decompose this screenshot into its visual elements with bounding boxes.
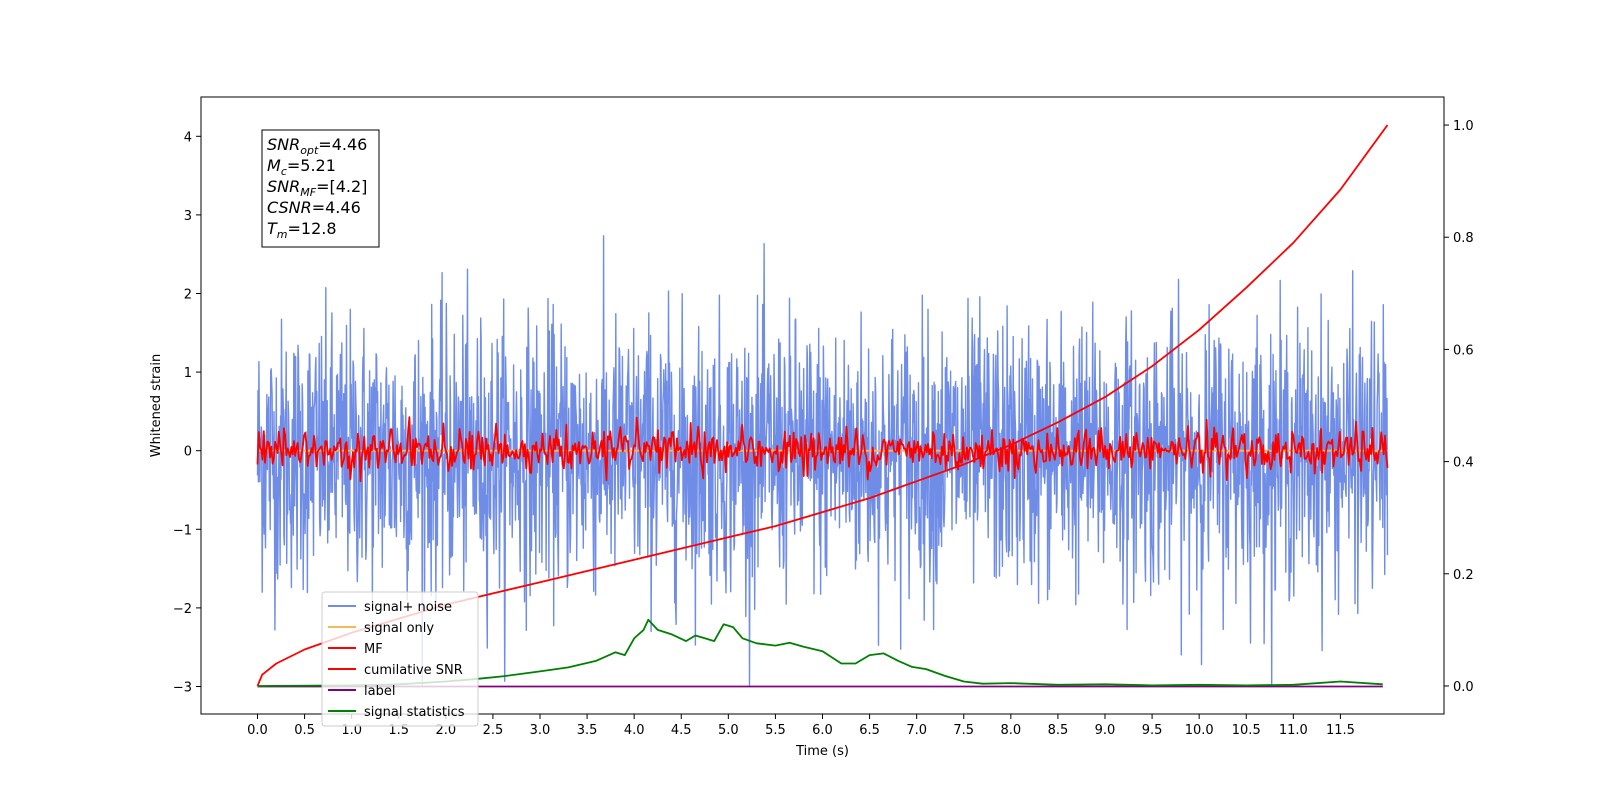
annotation-line: Tm=12.8 <box>267 219 337 241</box>
x-tick-label: 6.0 <box>812 723 833 738</box>
x-axis-title: Time (s) <box>795 744 849 759</box>
y-tick-label-left: 3 <box>184 209 192 224</box>
y-tick-label-right: 0.2 <box>1453 568 1474 583</box>
x-tick-label: 3.5 <box>577 723 598 738</box>
x-tick-label: 2.0 <box>435 723 456 738</box>
x-tick-label: 10.5 <box>1232 723 1261 738</box>
legend-frame <box>321 591 479 727</box>
annotation-line: SNRMF=[4.2] <box>267 177 367 199</box>
legend-label: signal statistics <box>364 705 465 720</box>
x-tick-label: 11.0 <box>1279 723 1308 738</box>
x-tick-label: 2.5 <box>483 723 504 738</box>
legend-label: label <box>364 684 395 699</box>
x-tick-label: 8.5 <box>1048 723 1069 738</box>
x-tick-label: 3.0 <box>530 723 551 738</box>
annotation-frame <box>261 129 380 248</box>
legend-label: cumilative SNR <box>364 663 463 678</box>
x-tick-label: 5.5 <box>765 723 786 738</box>
x-tick-label: 7.5 <box>953 723 974 738</box>
legend: signal+ noise signal only MF cumilative SNR… <box>321 591 479 727</box>
legend-label: signal only <box>364 621 434 636</box>
y-tick-label-right: 0.6 <box>1453 343 1474 358</box>
x-tick-label: 5.0 <box>718 723 739 738</box>
y-tick-label-left: 1 <box>184 366 192 381</box>
x-tick-label: 6.5 <box>859 723 880 738</box>
y-tick-label-left: −3 <box>173 680 192 695</box>
x-tick-label: 9.5 <box>1142 723 1163 738</box>
series-line-signal-statistics <box>257 618 1383 687</box>
x-tick-label: 10.0 <box>1185 723 1214 738</box>
annotation-line: CSNR=4.46 <box>267 198 361 217</box>
x-tick-label: 1.0 <box>341 723 362 738</box>
series-line-mf <box>256 416 1389 483</box>
x-tick-label: 9.0 <box>1095 723 1116 738</box>
x-tick-label: 11.5 <box>1326 723 1355 738</box>
y-tick-label-right: 1.0 <box>1453 119 1474 134</box>
y-tick-label-left: 4 <box>184 130 192 145</box>
x-tick-label: 0.5 <box>294 723 315 738</box>
annotation-line: SNRopt=4.46 <box>267 135 367 157</box>
legend-label: MF <box>364 642 383 657</box>
x-tick-label: 8.0 <box>1000 723 1021 738</box>
x-tick-label: 4.5 <box>671 723 692 738</box>
y-tick-label-right: 0.0 <box>1453 680 1474 695</box>
y-tick-label-left: −2 <box>173 602 192 617</box>
x-tick-label: 0.0 <box>247 723 268 738</box>
y-tick-label-left: −1 <box>173 523 192 538</box>
y-tick-label-right: 0.4 <box>1453 456 1474 471</box>
x-tick-label: 7.0 <box>906 723 927 738</box>
y-axis-title: Whitened strain <box>149 354 164 457</box>
x-tick-label: 4.0 <box>624 723 645 738</box>
y-tick-label-right: 0.8 <box>1453 231 1474 246</box>
series-line-signal-noise <box>256 235 1389 688</box>
axes: 0.0 0.5 1.0 1.5 2.0 2.5 3.0 3.5 4.0 4.5 5.0 5.5 6.0 6… <box>173 96 1474 738</box>
y-tick-label-left: 2 <box>184 287 192 302</box>
annotation-line: Mc=5.21 <box>267 156 336 178</box>
legend-label: signal+ noise <box>364 600 452 615</box>
x-tick-label: 1.5 <box>388 723 409 738</box>
y-tick-label-left: 0 <box>184 445 192 460</box>
